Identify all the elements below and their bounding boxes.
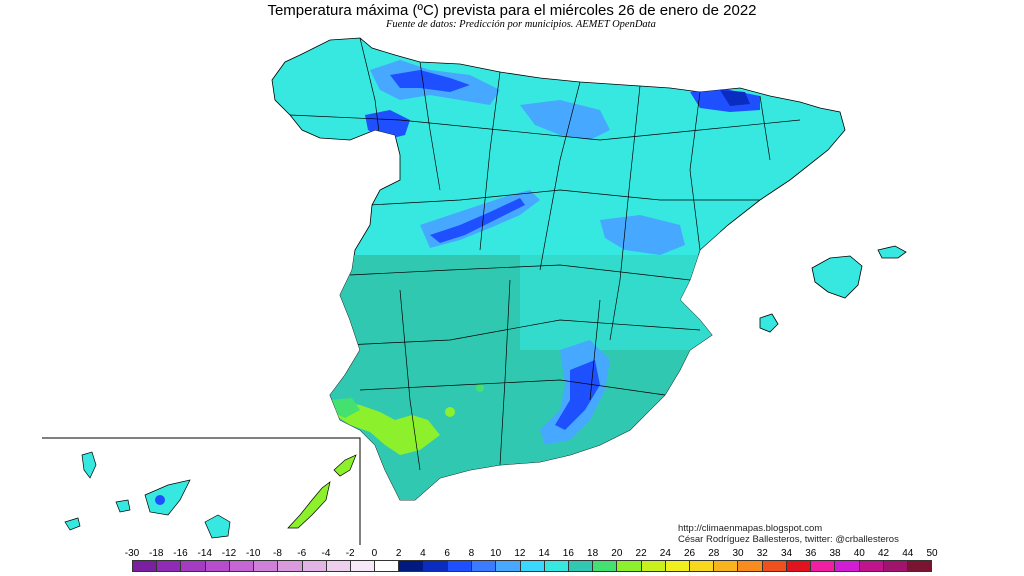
scale-segment (229, 560, 255, 572)
credit-author: César Rodríguez Ballesteros, twitter: @c… (678, 534, 899, 545)
scale-tick-label: -16 (173, 548, 188, 559)
scale-tick-label: 4 (420, 548, 426, 559)
scale-tick-label: 2 (395, 548, 402, 559)
scale-segment (399, 560, 424, 572)
scale-tick-label: -12 (221, 548, 237, 559)
scale-tick-label: 32 (756, 548, 768, 559)
zone-18-spot (445, 407, 455, 417)
scale-tick-label: -30 (124, 548, 140, 559)
scale-tick-label: 20 (611, 548, 623, 559)
scale-tick-label: 36 (805, 548, 817, 559)
scale-segment (738, 560, 763, 572)
scale-segment (132, 560, 158, 572)
cold-nevada-core (555, 360, 600, 430)
scale-segment (690, 560, 715, 572)
scale-segment (278, 560, 303, 572)
scale-segment (908, 560, 933, 572)
scale-tick-label: 38 (829, 548, 841, 559)
zone-12-center (520, 230, 720, 350)
scale-segment (423, 560, 448, 572)
scale-tick-label: 8 (468, 548, 475, 559)
cold-pirineo-core (720, 90, 750, 106)
scale-tick-label: 24 (659, 548, 671, 559)
scale-segment (762, 560, 787, 572)
scale-tick-label: 34 (780, 548, 793, 559)
scale-tick-label: 0 (371, 548, 378, 559)
scale-tick-label: 42 (877, 548, 890, 559)
scale-segment (665, 560, 691, 572)
scale-tick-label: -10 (245, 548, 261, 559)
scale-segment (157, 560, 182, 572)
scale-tick-label: -8 (273, 548, 282, 559)
scale-segment (641, 560, 666, 572)
scale-segment (302, 560, 327, 572)
la-palma-island (81, 451, 97, 479)
zone-18-spot2 (476, 384, 484, 392)
teide-cold-spot (155, 495, 165, 505)
scale-segment (786, 560, 812, 572)
scale-tick-label: 22 (635, 548, 647, 559)
scale-tick-label: -6 (297, 548, 307, 559)
scale-tick-label: -14 (197, 548, 212, 559)
scale-segment (472, 560, 497, 572)
zone-18-huelva (330, 398, 360, 418)
cold-cuenca (600, 215, 685, 255)
scale-bar (132, 560, 933, 572)
scale-segment (181, 560, 206, 572)
scale-segment (617, 560, 642, 572)
scale-segment (544, 560, 569, 572)
scale-tick-label: 16 (562, 548, 574, 559)
scale-tick-label: -2 (345, 548, 355, 559)
lanzarote-island (333, 454, 357, 477)
temperature-map (42, 37, 907, 545)
scale-tick-label: 6 (444, 548, 450, 559)
scale-segment (447, 560, 473, 572)
ibiza-island (759, 313, 779, 333)
temperature-scale: -30 -18 -16 -14 -12 -10 -8 -6 -4 -2 0 2 4 6 8 10 12 14 16 1… (125, 548, 938, 574)
scale-tick-label: 28 (708, 548, 720, 559)
scale-segment (714, 560, 739, 572)
scale-segment (520, 560, 545, 572)
scale-tick-label: 18 (587, 548, 599, 559)
gran-canaria-island (204, 514, 231, 539)
scale-segment (254, 560, 279, 572)
scale-segment (496, 560, 521, 572)
scale-tick-label: 14 (538, 548, 550, 559)
scale-tick-label: 12 (514, 548, 526, 559)
credit-block: http://climaenmapas.blogspot.com César R… (678, 523, 899, 545)
scale-segment (859, 560, 884, 572)
cold-cantabrica-core (390, 70, 470, 92)
scale-tick-label: 40 (853, 548, 865, 559)
zone-18-guadalquivir (335, 400, 440, 455)
scale-segment (568, 560, 594, 572)
la-gomera-island (115, 499, 131, 513)
scale-tick-label: 44 (902, 548, 914, 559)
tenerife-island (144, 479, 191, 516)
fuerteventura-island (287, 481, 331, 529)
province-borders (289, 38, 801, 471)
canarias-inset-frame (42, 437, 361, 545)
scale-tick-label: 50 (926, 548, 938, 559)
cold-iberico (520, 100, 610, 140)
scale-tick-label: -4 (321, 548, 331, 559)
scale-segment (350, 560, 376, 572)
scale-tick-label: 10 (490, 548, 502, 559)
scale-segment (375, 560, 400, 572)
scale-segment (326, 560, 351, 572)
scale-segment (835, 560, 860, 572)
cold-central-core (430, 198, 525, 243)
menorca-island (877, 245, 907, 259)
scale-tick-label: -18 (149, 548, 164, 559)
map-title: Temperatura máxima (ºC) prevista para el… (267, 2, 757, 19)
scale-segment (811, 560, 836, 572)
el-hierro-island (64, 517, 81, 531)
scale-tick-label: 26 (684, 548, 696, 559)
map-source: Fuente de datos: Predicción por municipi… (386, 19, 656, 30)
credit-url: http://climaenmapas.blogspot.com (678, 523, 823, 534)
scale-segment (883, 560, 908, 572)
scale-segment (205, 560, 230, 572)
mallorca-island (811, 255, 863, 299)
scale-tick-label: 30 (732, 548, 744, 559)
scale-segment (593, 560, 618, 572)
